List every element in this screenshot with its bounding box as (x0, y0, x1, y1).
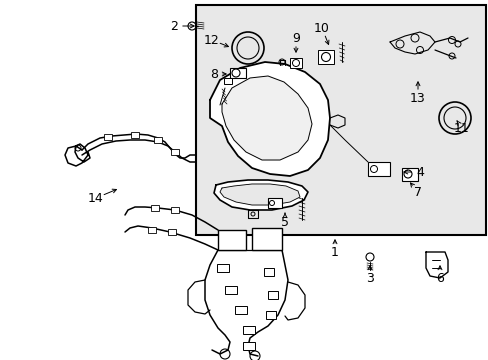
Text: 2: 2 (170, 19, 178, 32)
Bar (289, 58, 302, 68)
Bar (367, 162, 389, 176)
Polygon shape (425, 252, 447, 278)
Text: 10: 10 (313, 22, 329, 35)
Text: 5: 5 (281, 216, 288, 229)
Text: 13: 13 (409, 91, 425, 104)
Polygon shape (214, 180, 307, 210)
Bar (148, 227, 156, 233)
Text: 7: 7 (413, 185, 421, 198)
Text: 12: 12 (203, 33, 220, 46)
Bar (243, 326, 254, 334)
Polygon shape (222, 76, 311, 160)
Bar (267, 291, 278, 299)
Bar (104, 134, 112, 140)
Bar (243, 342, 254, 350)
Text: 3: 3 (366, 271, 373, 284)
Bar (267, 198, 282, 208)
Bar (131, 132, 139, 138)
Bar (224, 286, 237, 294)
Text: 11: 11 (453, 122, 469, 135)
Text: 9: 9 (291, 31, 299, 45)
Bar (196, 5, 485, 235)
Bar (224, 78, 231, 84)
Text: 4: 4 (415, 166, 423, 179)
Bar (251, 228, 282, 250)
Polygon shape (209, 62, 329, 176)
Bar (154, 137, 162, 143)
Polygon shape (220, 184, 299, 205)
Bar (218, 230, 245, 250)
Bar (171, 149, 179, 155)
Bar (401, 168, 417, 181)
Bar (217, 264, 228, 272)
Bar (235, 306, 246, 314)
Text: 6: 6 (435, 271, 443, 284)
Bar (171, 207, 179, 213)
Bar (264, 268, 273, 276)
Text: 14: 14 (88, 192, 103, 204)
Bar (151, 205, 159, 211)
Bar (229, 68, 245, 78)
Bar (168, 229, 176, 235)
Bar (317, 50, 333, 64)
Text: 1: 1 (330, 246, 338, 258)
Text: 8: 8 (209, 68, 218, 81)
Bar (265, 311, 275, 319)
